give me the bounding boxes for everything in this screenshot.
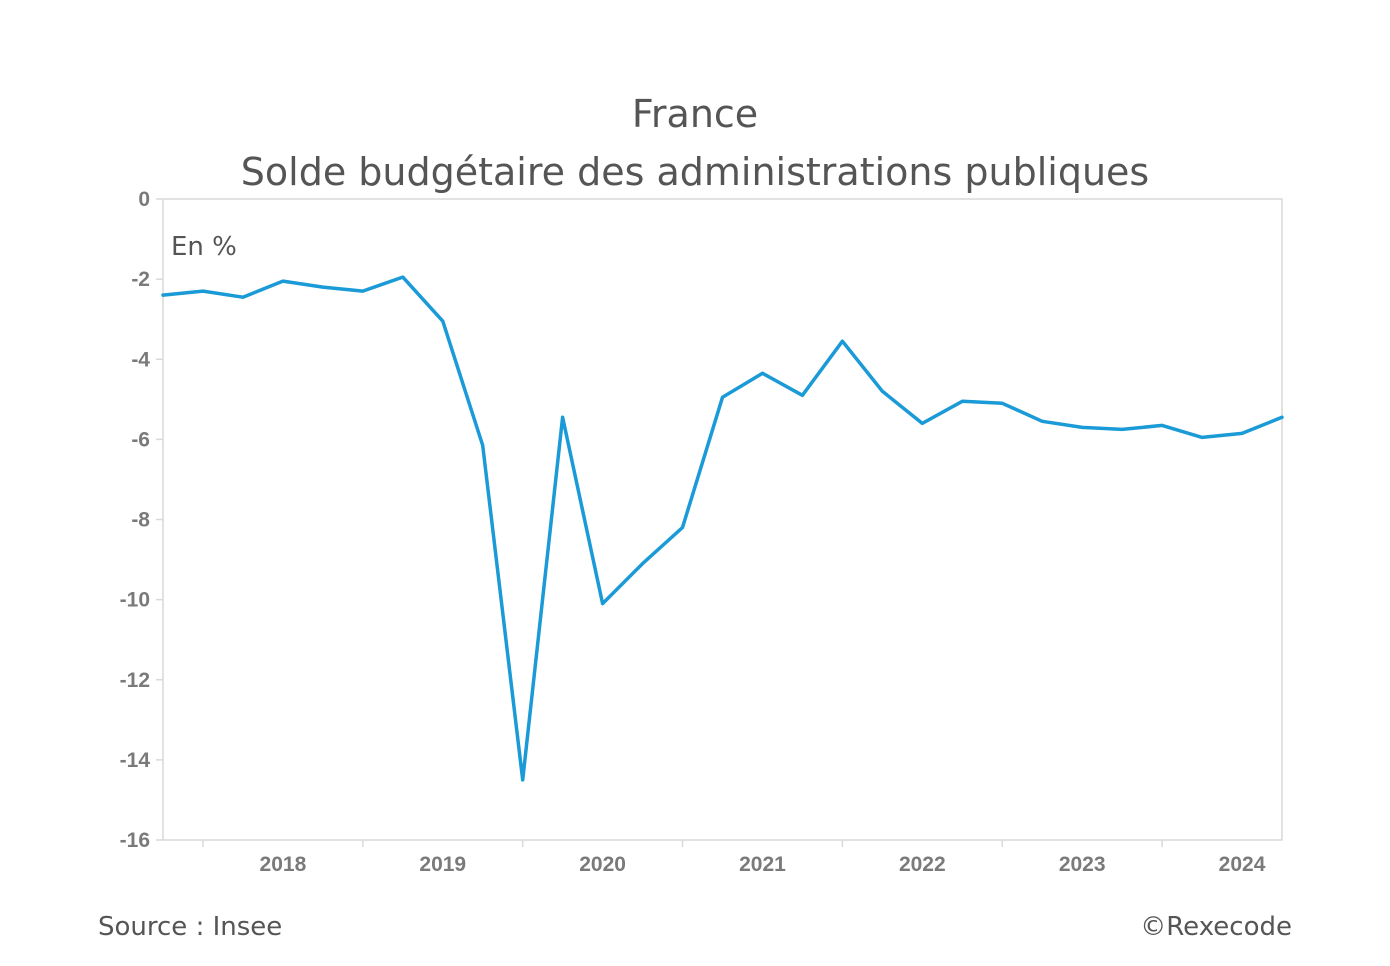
data-point	[880, 389, 884, 393]
data-point	[1080, 425, 1084, 429]
x-tick-label: 2024	[1219, 853, 1266, 876]
data-point	[521, 778, 525, 782]
data-point	[920, 421, 924, 425]
x-tick-label: 2023	[1059, 853, 1106, 876]
y-tick-label: -12	[120, 669, 150, 692]
data-point	[201, 289, 205, 293]
data-point	[561, 415, 565, 419]
series-points	[161, 275, 1284, 782]
data-point	[960, 399, 964, 403]
copyright-note: ©Rexecode	[1140, 912, 1292, 942]
data-point	[840, 339, 844, 343]
x-tick-label: 2019	[419, 853, 466, 876]
data-point	[241, 295, 245, 299]
data-point	[681, 526, 685, 530]
data-point	[800, 393, 804, 397]
y-tick-label: -2	[131, 268, 150, 291]
unit-label: En %	[171, 232, 237, 262]
data-point	[721, 395, 724, 399]
y-tick-label: -6	[131, 428, 150, 451]
data-point	[1200, 435, 1204, 439]
y-tick-label: -14	[120, 749, 151, 772]
data-point	[441, 319, 445, 323]
x-tick-label: 2021	[739, 853, 786, 876]
series-line	[161, 275, 1284, 782]
data-point	[321, 285, 325, 289]
data-point	[641, 562, 645, 566]
data-point	[1120, 427, 1124, 431]
data-point	[601, 602, 605, 606]
data-point	[1040, 419, 1044, 423]
y-tick-label: -8	[131, 509, 150, 532]
data-point	[1280, 415, 1284, 419]
y-axis: 0 -2 -4 -6 -8 -10 -12 -14 -16	[120, 188, 163, 852]
data-point	[481, 443, 485, 447]
data-point	[281, 279, 285, 283]
source-note: Source : Insee	[98, 912, 283, 942]
plot-area-frame	[162, 198, 1283, 841]
data-point	[401, 275, 405, 279]
y-tick-label: 0	[138, 188, 150, 211]
y-tick-label: -10	[120, 589, 150, 612]
x-axis: 2018 2019 2020 2021 2022 2023 2024	[202, 840, 1266, 876]
x-tick-label: 2020	[579, 853, 626, 876]
data-point	[161, 293, 165, 297]
data-point	[1240, 431, 1244, 435]
y-tick-label: -16	[120, 829, 150, 852]
x-tick-label: 2022	[899, 853, 946, 876]
data-point	[1000, 401, 1004, 405]
data-point	[760, 371, 764, 375]
data-point	[1160, 423, 1164, 427]
y-tick-label: -4	[131, 348, 150, 371]
x-tick-label: 2018	[260, 853, 307, 876]
data-point	[361, 289, 365, 293]
chart-subtitle: Solde budgétaire des administrations pub…	[240, 150, 1150, 194]
chart-title: France	[631, 92, 759, 136]
